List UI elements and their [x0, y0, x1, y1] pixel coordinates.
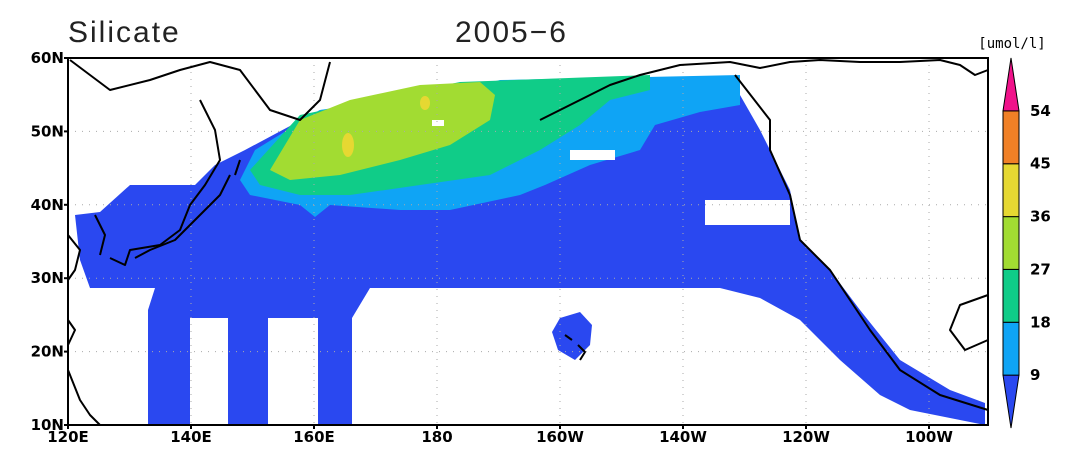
colorbar: 9 18 27 36 45 54 [1002, 57, 1051, 429]
lon-label: 120W [782, 428, 830, 446]
colorbar-label: 54 [1030, 102, 1051, 120]
colorbar-label: 27 [1030, 260, 1051, 278]
colorbar-segment [1002, 163, 1020, 218]
colorbar-label: 18 [1030, 313, 1051, 331]
lon-label: 160W [536, 428, 584, 446]
colorbar-label: 36 [1030, 208, 1051, 226]
lat-label: 10N [31, 416, 64, 434]
coastline-japan [134, 159, 241, 259]
field [75, 75, 985, 425]
colorbar-label: 45 [1030, 155, 1051, 173]
field-region [420, 96, 430, 110]
lon-label: 140W [659, 428, 707, 446]
field-region [342, 133, 354, 157]
missing-area [705, 200, 790, 225]
colorbar-label: 9 [1030, 366, 1040, 384]
lon-label: 160E [293, 428, 335, 446]
coastline-alaska [539, 59, 989, 121]
lat-label: 20N [31, 343, 64, 361]
colorbar-segment [1002, 110, 1020, 165]
lon-label: 140E [170, 428, 212, 446]
lat-label: 60N [31, 49, 64, 67]
missing-area [432, 120, 444, 126]
field-region [270, 82, 495, 180]
lon-label: 100W [905, 428, 953, 446]
field-region [552, 312, 592, 360]
lat-label: 50N [31, 122, 64, 140]
date: 2005−6 [455, 16, 568, 49]
colorbar-segment [1002, 268, 1020, 323]
lat-label: 30N [31, 269, 64, 287]
colorbar-segment [1002, 321, 1020, 376]
lat-label: 40N [31, 196, 64, 214]
coastline-hawaii [564, 334, 586, 361]
coastline-america [734, 74, 989, 411]
units: [umol/l] [978, 36, 1045, 52]
colorbar-segment [1002, 374, 1020, 429]
colorbar-segment [1002, 57, 1020, 112]
lon-label: 120E [47, 428, 89, 446]
coastline-asia [67, 59, 331, 426]
missing-area [570, 150, 615, 160]
title: Silicate [68, 16, 181, 49]
coastline [67, 59, 989, 426]
colorbar-segment [1002, 216, 1020, 270]
lon-label: 180 [421, 428, 452, 446]
map-frame [67, 57, 989, 426]
